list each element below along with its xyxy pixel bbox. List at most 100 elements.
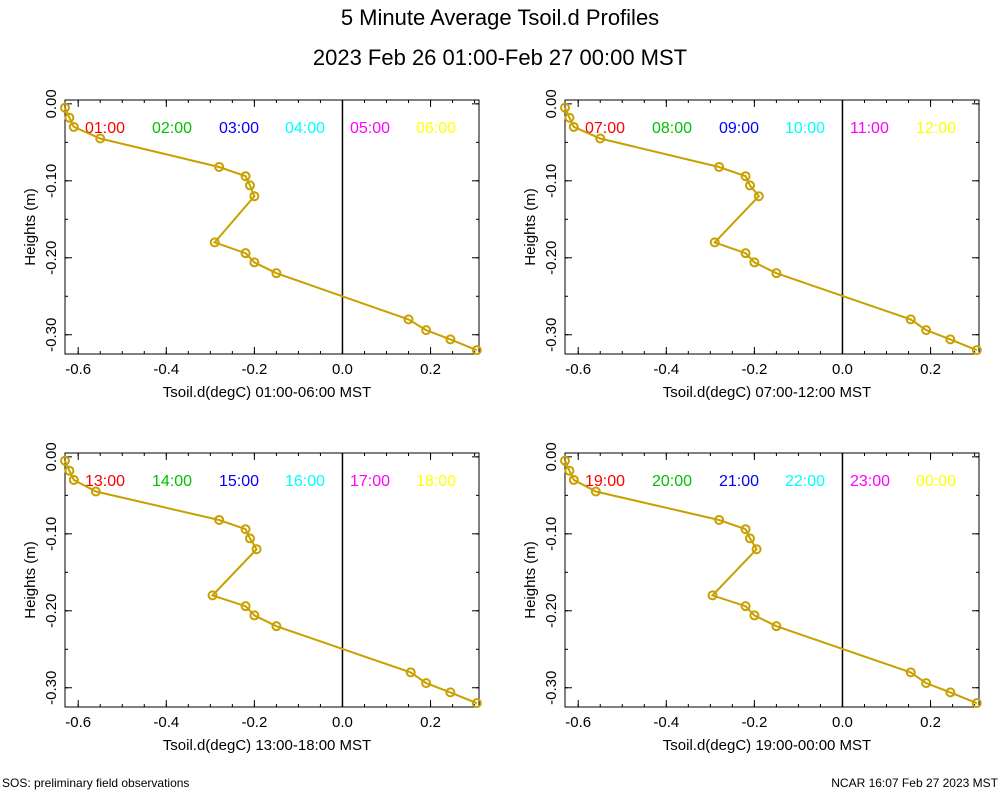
- y-tick-label: -0.10: [543, 164, 560, 198]
- data-point: [905, 314, 916, 325]
- data-point: [60, 455, 70, 466]
- data-point: [753, 191, 764, 202]
- y-axis-label: Heights (m): [522, 188, 539, 266]
- data-point: [971, 345, 982, 356]
- data-point: [445, 687, 456, 698]
- data-point: [921, 678, 932, 689]
- x-tick-label: -0.4: [153, 714, 179, 731]
- hour-label: 04:00: [285, 120, 325, 137]
- x-tick-label: -0.2: [741, 361, 767, 378]
- profile-line: [564, 460, 978, 705]
- data-point: [740, 171, 751, 182]
- y-tick-label: -0.30: [543, 671, 560, 705]
- data-point: [68, 474, 79, 485]
- data-point: [421, 678, 432, 689]
- hour-label: 16:00: [285, 473, 325, 490]
- x-tick-label: -0.6: [65, 714, 91, 731]
- data-point: [249, 610, 260, 621]
- data-point: [240, 248, 251, 259]
- data-point: [445, 334, 456, 345]
- hour-label: 00:00: [916, 473, 956, 490]
- profile-line: [64, 107, 478, 352]
- data-point: [751, 544, 762, 555]
- y-tick-label: -0.10: [43, 164, 60, 198]
- plot-frame: [564, 99, 980, 355]
- x-tick-label: 0.2: [420, 361, 441, 378]
- x-axis-label: Tsoil.d(degC) 01:00-06:00 MST: [163, 384, 371, 401]
- chart-panel-2: -0.6 -0.4 -0.2 0.0 0.2 0.00 -0.10 -0.20 -0.30 Tso…: [522, 89, 982, 401]
- data-point: [709, 237, 720, 248]
- data-point: [90, 486, 101, 497]
- footer-timestamp: NCAR 16:07 Feb 27 2023 MST: [831, 776, 998, 790]
- data-point: [64, 112, 75, 123]
- hour-label: 14:00: [152, 473, 192, 490]
- y-tick-label: -0.20: [43, 594, 60, 628]
- x-tick-label: 0.0: [832, 361, 853, 378]
- hour-label: 10:00: [785, 120, 825, 137]
- data-point: [209, 237, 220, 248]
- data-point: [707, 590, 718, 601]
- data-point: [905, 667, 916, 678]
- hour-label: 22:00: [785, 473, 825, 490]
- x-tick-label: -0.4: [653, 361, 679, 378]
- chart-panel-4: -0.6 -0.4 -0.2 0.0 0.2 0.00 -0.10 -0.20 -0.30 Tso…: [522, 442, 982, 754]
- y-axis-label: Heights (m): [22, 188, 39, 266]
- x-tick-label: -0.2: [241, 714, 267, 731]
- data-point: [590, 486, 601, 497]
- data-point: [271, 268, 282, 279]
- plot-frame: [64, 99, 480, 355]
- y-tick-label: 0.00: [43, 442, 60, 471]
- hour-label: 09:00: [719, 120, 759, 137]
- data-point: [240, 601, 251, 612]
- data-point: [249, 257, 260, 268]
- data-point: [945, 334, 956, 345]
- data-point: [568, 121, 579, 132]
- data-point: [568, 474, 579, 485]
- y-tick-label: -0.30: [43, 318, 60, 352]
- hour-label: 02:00: [152, 120, 192, 137]
- data-point: [595, 133, 606, 144]
- x-tick-label: 0.0: [832, 714, 853, 731]
- data-point: [471, 345, 482, 356]
- data-point: [64, 465, 75, 476]
- data-point: [214, 514, 225, 525]
- data-point: [749, 257, 760, 268]
- chart-panel-3: -0.6 -0.4 -0.2 0.0 0.2 0.00 -0.10 -0.20 -0.30 Tso…: [22, 442, 482, 754]
- data-point: [240, 171, 251, 182]
- x-tick-label: 0.2: [420, 714, 441, 731]
- hour-label: 13:00: [85, 473, 125, 490]
- data-point: [749, 610, 760, 621]
- plot-frame: [564, 452, 980, 708]
- data-point: [95, 133, 106, 144]
- hour-label: 23:00: [850, 473, 890, 490]
- hour-label: 01:00: [85, 120, 125, 137]
- x-tick-label: -0.2: [241, 361, 267, 378]
- chart-subtitle: 2023 Feb 26 01:00-Feb 27 00:00 MST: [312, 45, 688, 70]
- hour-label: 17:00: [350, 473, 390, 490]
- profile-line: [564, 107, 978, 352]
- x-axis-label: Tsoil.d(degC) 07:00-12:00 MST: [663, 384, 871, 401]
- data-point: [421, 325, 432, 336]
- data-point: [560, 455, 570, 466]
- hour-label: 18:00: [416, 473, 456, 490]
- data-point: [740, 248, 751, 259]
- data-point: [251, 544, 262, 555]
- footer-note: SOS: preliminary field observations: [2, 776, 190, 790]
- data-point: [271, 621, 282, 632]
- data-point: [744, 180, 755, 191]
- data-point: [921, 325, 932, 336]
- hour-label: 21:00: [719, 473, 759, 490]
- data-point: [564, 465, 575, 476]
- data-point: [244, 180, 255, 191]
- data-point: [240, 524, 251, 535]
- y-tick-label: 0.00: [543, 442, 560, 471]
- y-tick-label: -0.10: [43, 517, 60, 551]
- data-point: [771, 268, 782, 279]
- data-point: [60, 102, 70, 113]
- x-tick-label: 0.2: [920, 714, 941, 731]
- data-point: [403, 314, 414, 325]
- profile-line: [64, 460, 478, 705]
- x-tick-label: -0.6: [65, 361, 91, 378]
